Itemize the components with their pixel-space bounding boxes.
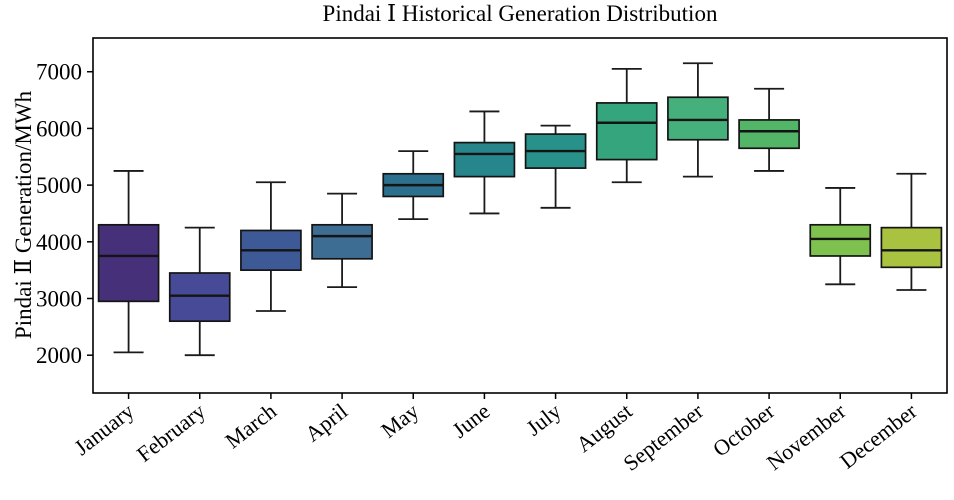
box-july — [524, 124, 587, 209]
box-april — [311, 192, 373, 289]
y-tick-label: 5000 — [36, 173, 82, 198]
chart-title: Pindai Ⅰ Historical Generation Distribut… — [322, 1, 718, 26]
y-tick-label: 2000 — [36, 343, 82, 368]
y-tick-label: 4000 — [36, 230, 82, 255]
iqr-box — [311, 223, 373, 260]
iqr-box — [453, 141, 516, 178]
box-march — [240, 181, 302, 312]
iqr-box — [168, 272, 231, 323]
iqr-box — [880, 226, 943, 269]
box-september — [667, 62, 729, 178]
x-tick-label: January — [69, 398, 138, 460]
iqr-box — [667, 96, 729, 141]
x-tick-label: March — [220, 398, 281, 453]
x-tick-label: June — [447, 398, 494, 443]
y-tick-label: 3000 — [36, 286, 82, 311]
iqr-box — [595, 102, 658, 161]
x-tick-label: May — [376, 398, 423, 443]
box-november — [809, 187, 872, 286]
iqr-box — [809, 223, 872, 257]
x-tick-label: April — [300, 398, 352, 446]
iqr-box — [97, 223, 160, 303]
box-february — [168, 226, 231, 357]
box-june — [453, 110, 516, 215]
x-tick-label: July — [521, 398, 565, 440]
x-tick-label: September — [618, 398, 708, 476]
x-tick-label: February — [132, 398, 210, 467]
box-august — [595, 67, 658, 184]
x-tick-label: November — [762, 398, 851, 475]
x-tick-label: December — [835, 398, 922, 474]
plot-frame — [92, 37, 948, 394]
box-january — [97, 170, 160, 354]
box-may — [382, 150, 445, 221]
y-axis-label: Pindai Ⅱ Generation/MWh — [11, 90, 36, 340]
box-october — [738, 87, 800, 172]
y-tick-label: 6000 — [36, 116, 82, 141]
box-december — [880, 172, 943, 291]
y-tick-label: 7000 — [36, 60, 82, 85]
iqr-box — [738, 119, 800, 150]
